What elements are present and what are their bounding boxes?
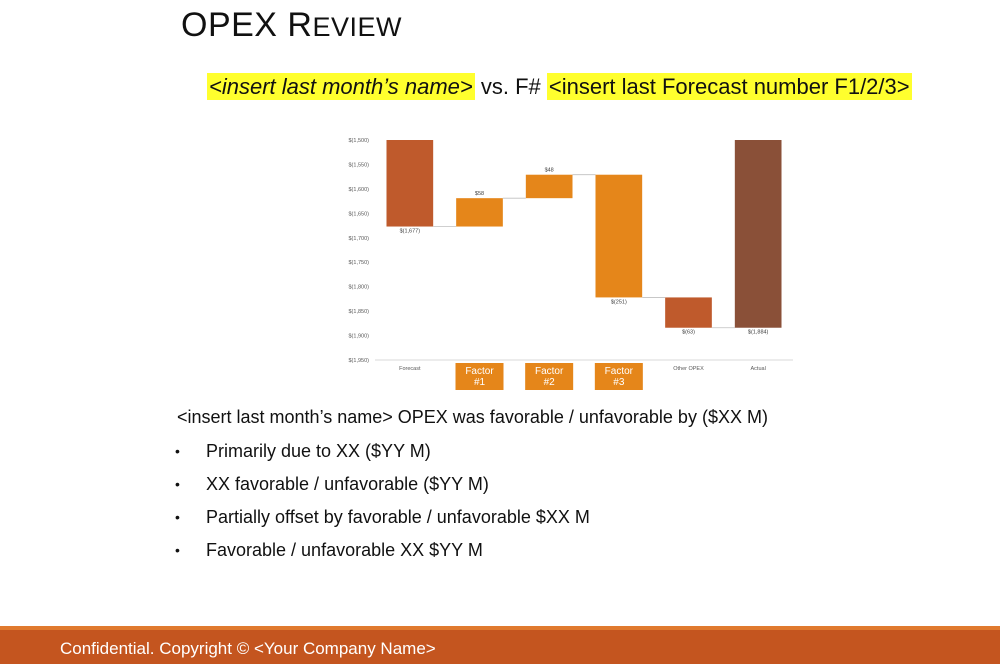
data-label: $(1,677): [400, 229, 421, 235]
y-tick-label: $(1,850): [349, 309, 370, 315]
title-rest: EVIEW: [312, 12, 402, 42]
data-label: $(63): [682, 330, 695, 336]
category-label: #2: [544, 377, 556, 388]
bar-actual: [734, 140, 782, 328]
y-tick-label: $(1,750): [349, 260, 370, 266]
month-placeholder: <insert last month’s name>: [207, 73, 475, 100]
category-label: Factor: [535, 366, 564, 377]
forecast-placeholder: <insert last Forecast number F1/2/3>: [546, 73, 912, 100]
y-tick-label: $(1,800): [349, 285, 370, 291]
category-label: Factor: [605, 366, 634, 377]
bullet-item: • XX favorable / unfavorable ($YY M): [172, 473, 590, 506]
summary-line: <insert last month’s name> OPEX was favo…: [177, 407, 768, 427]
slide-title: OPEX REVIEW: [181, 6, 402, 45]
category-box: [594, 363, 643, 390]
bullet-text: Favorable / unfavorable XX $YY M: [206, 540, 483, 560]
category-label: #1: [474, 377, 486, 388]
data-label: $48: [545, 168, 554, 174]
category-label: Factor: [465, 366, 494, 377]
footer-text: Confidential. Copyright © <Your Company …: [60, 639, 436, 658]
y-tick-label: $(1,900): [349, 334, 370, 340]
bullet-dot: •: [175, 443, 180, 459]
versus-text: vs. F#: [480, 74, 541, 99]
y-tick-label: $(1,550): [349, 162, 370, 168]
footer-bar: Confidential. Copyright © <Your Company …: [0, 626, 1000, 664]
data-label: $(251): [611, 299, 627, 305]
bullet-dot: •: [175, 509, 180, 525]
bullet-item: • Favorable / unfavorable XX $YY M: [172, 539, 590, 572]
bullet-text: Partially offset by favorable / unfavora…: [206, 507, 590, 527]
bullet-dot: •: [175, 476, 180, 492]
bullet-item: • Partially offset by favorable / unfavor…: [172, 506, 590, 539]
data-label: $(1,884): [748, 330, 769, 336]
waterfall-chart: $(1,500) $(1,550) $(1,600) $(1,650) $(1,700)…: [349, 138, 793, 390]
y-tick-label: $(1,500): [349, 138, 370, 144]
bar-factor-2: [525, 174, 573, 199]
bar-forecast: [386, 140, 434, 227]
data-label: $58: [475, 191, 484, 197]
y-tick-label: $(1,700): [349, 236, 370, 242]
category-label: Forecast: [399, 366, 421, 372]
category-box: [455, 363, 504, 390]
category-label: Other OPEX: [673, 366, 704, 372]
subtitle: <insert last month’s name> vs. F# <inser…: [207, 73, 912, 100]
category-label: #3: [613, 377, 625, 388]
bullet-text: Primarily due to XX ($YY M): [206, 441, 431, 461]
bullet-text: XX favorable / unfavorable ($YY M): [206, 474, 489, 494]
bullet-list: • Primarily due to XX ($YY M) • XX favorab…: [172, 440, 590, 572]
bar-factor-3: [595, 174, 643, 298]
category-label: Actual: [751, 366, 766, 372]
bullet-dot: •: [175, 542, 180, 558]
y-tick-label: $(1,600): [349, 187, 370, 193]
bar-other-opex: [665, 297, 712, 328]
bullet-item: • Primarily due to XX ($YY M): [172, 440, 590, 473]
category-box: [525, 363, 574, 390]
bar-factor-1: [456, 198, 503, 227]
y-tick-label: $(1,950): [349, 358, 370, 364]
title-first: OPEX R: [181, 6, 313, 44]
y-tick-label: $(1,650): [349, 211, 370, 217]
